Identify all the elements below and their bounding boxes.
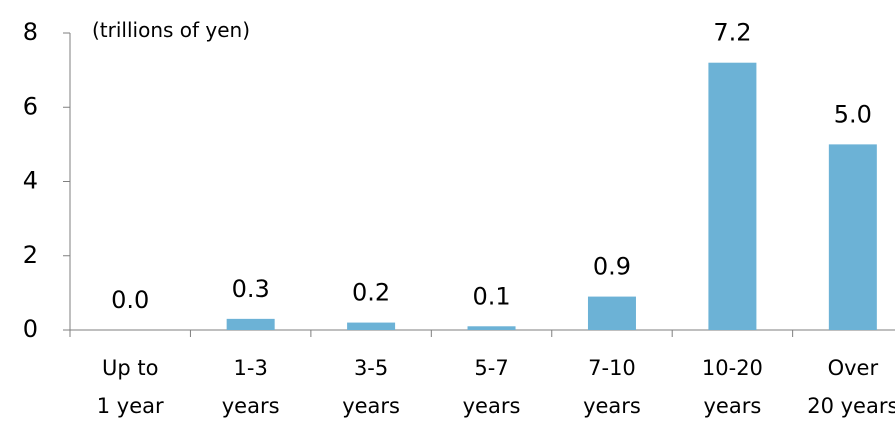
x-tick-label: 7-10 bbox=[588, 356, 636, 380]
x-tick-label: years bbox=[704, 394, 762, 418]
x-tick-label: years bbox=[342, 394, 400, 418]
x-tick-label: 1 year bbox=[97, 394, 164, 418]
x-tick-label: Up to bbox=[102, 356, 158, 380]
x-tick-label: 10-20 bbox=[702, 356, 763, 380]
y-axis-labels: 0 2 4 6 8 bbox=[23, 18, 38, 343]
data-labels: 0.0 0.3 0.2 0.1 0.9 7.2 5.0 bbox=[111, 19, 872, 314]
data-label: 0.0 bbox=[111, 286, 149, 314]
y-tick-label: 0 bbox=[23, 315, 38, 343]
y-tick-label: 6 bbox=[23, 92, 38, 120]
x-tick-label: years bbox=[463, 394, 521, 418]
data-label: 0.9 bbox=[593, 253, 631, 281]
bar bbox=[226, 318, 275, 330]
data-label: 0.1 bbox=[472, 282, 510, 310]
bars bbox=[226, 62, 877, 330]
y-tick-label: 4 bbox=[23, 167, 38, 195]
x-tick-label: 1-3 bbox=[234, 356, 268, 380]
data-label: 0.2 bbox=[352, 279, 390, 307]
unit-label: (trillions of yen) bbox=[92, 18, 250, 42]
bar bbox=[708, 62, 757, 330]
y-tick-label: 2 bbox=[23, 241, 38, 269]
data-label: 0.3 bbox=[232, 275, 270, 303]
x-tick-label: years bbox=[222, 394, 280, 418]
x-tick-label: 20 years bbox=[807, 394, 895, 418]
bar bbox=[347, 322, 396, 330]
bar bbox=[587, 296, 636, 330]
x-tick-label: 5-7 bbox=[474, 356, 508, 380]
y-tick-label: 8 bbox=[23, 18, 38, 46]
data-label: 5.0 bbox=[834, 100, 872, 128]
x-tick-label: 3-5 bbox=[354, 356, 388, 380]
x-axis-labels: Up to 1 year 1-3 years 3-5 years 5-7 years 7-10 y… bbox=[97, 356, 895, 418]
data-label: 7.2 bbox=[713, 19, 751, 47]
x-tick-label: Over bbox=[828, 356, 879, 380]
bar bbox=[828, 144, 877, 330]
x-tick-label: years bbox=[583, 394, 641, 418]
bar bbox=[467, 326, 516, 330]
